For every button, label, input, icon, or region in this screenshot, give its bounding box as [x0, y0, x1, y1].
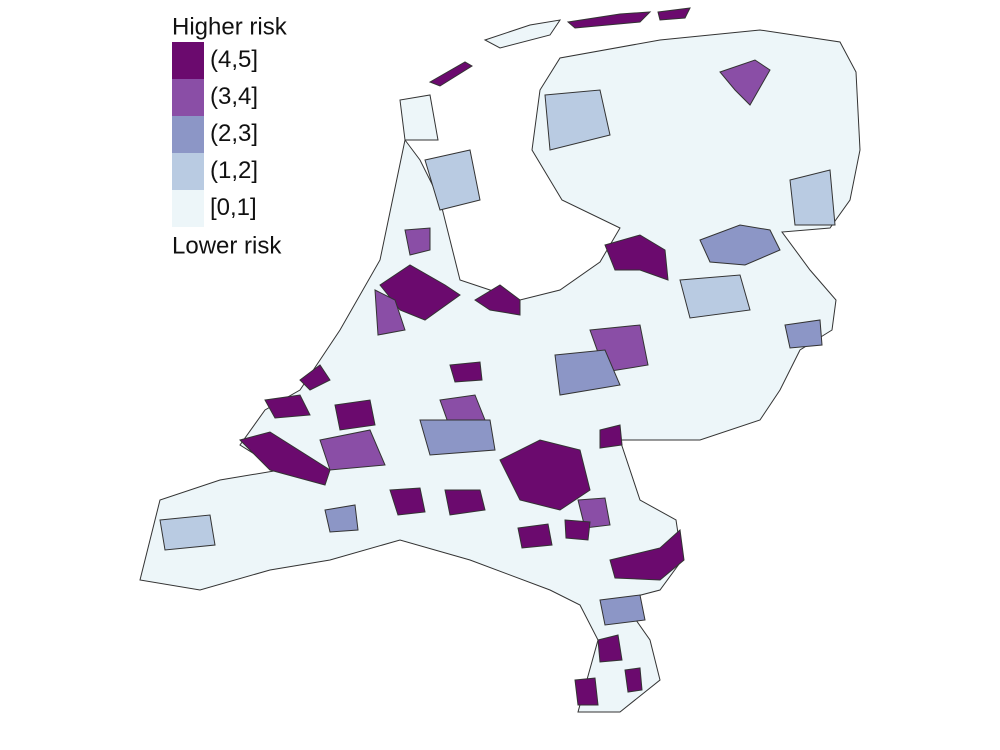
region — [699, 224, 781, 266]
region — [564, 519, 591, 541]
region — [389, 487, 426, 516]
legend-swatch — [172, 79, 204, 116]
region — [604, 234, 669, 281]
region — [419, 419, 496, 456]
region — [789, 169, 836, 226]
region — [334, 399, 376, 431]
region — [609, 528, 685, 581]
region — [499, 439, 591, 511]
region — [574, 677, 599, 706]
region — [319, 429, 386, 471]
north-holland-tip — [399, 94, 439, 141]
region — [424, 149, 481, 211]
region — [449, 361, 483, 383]
region — [379, 264, 461, 321]
legend-label: (1,2] — [210, 157, 258, 184]
region — [299, 364, 331, 391]
regions — [159, 7, 836, 706]
legend-swatch — [172, 153, 204, 190]
island — [428, 61, 473, 87]
region — [517, 523, 553, 549]
region — [474, 284, 521, 316]
island — [657, 7, 691, 21]
legend-swatch — [172, 116, 204, 153]
region — [264, 394, 311, 419]
legend-label: (3,4] — [210, 83, 258, 110]
region — [577, 497, 611, 529]
region — [679, 274, 751, 319]
region — [624, 667, 643, 693]
country — [139, 19, 861, 713]
region — [554, 349, 621, 396]
mainland — [139, 29, 861, 713]
region — [784, 319, 823, 349]
region — [374, 289, 406, 336]
legend: Higher risk (4,5] (3,4] (2,3] (1,2] [0,1] Low… — [172, 13, 288, 259]
region — [599, 424, 623, 449]
region — [544, 89, 611, 151]
legend-bottom-label: Lower risk — [172, 232, 282, 259]
region — [404, 227, 431, 256]
region — [444, 489, 486, 516]
region — [599, 594, 646, 626]
legend-top-label: Higher risk — [172, 13, 288, 40]
legend-label: (2,3] — [210, 120, 258, 147]
region — [324, 504, 359, 533]
legend-label: (4,5] — [210, 46, 258, 73]
legend-label: [0,1] — [210, 194, 257, 221]
region — [719, 59, 771, 106]
island — [566, 11, 652, 29]
region — [159, 514, 216, 551]
region — [597, 634, 623, 663]
legend-swatch — [172, 42, 204, 79]
island — [483, 19, 562, 49]
region — [239, 431, 331, 486]
legend-swatch — [172, 190, 204, 227]
